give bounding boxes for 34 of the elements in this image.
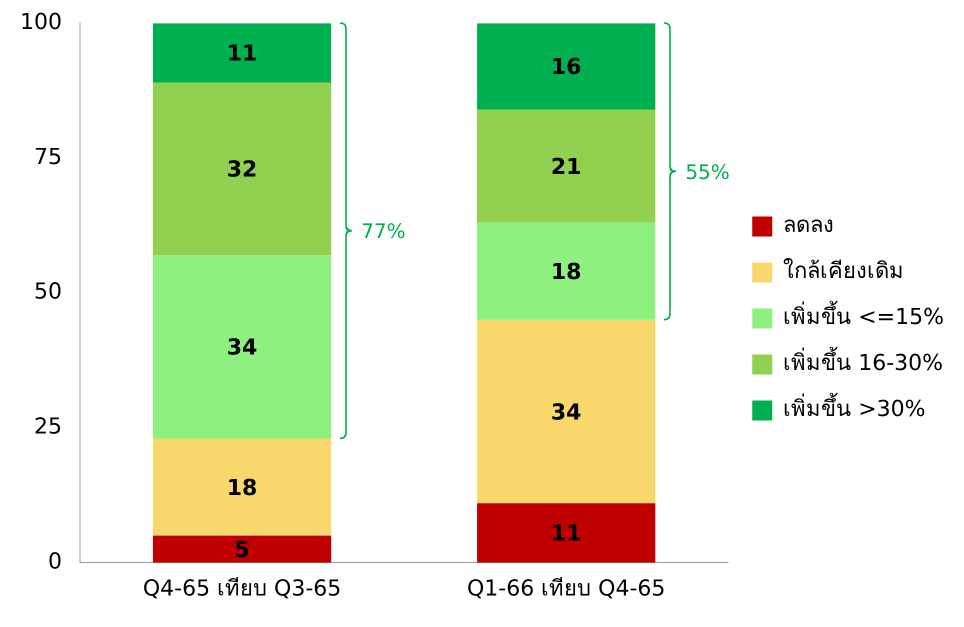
- data-label: 16: [550, 55, 582, 80]
- legend-label: ลดลง: [783, 213, 834, 238]
- legend-label: เพิ่มขึ้น <=15%: [783, 301, 944, 330]
- y-tick-label: 25: [34, 414, 62, 440]
- y-tick-label: 100: [20, 10, 62, 35]
- bar: [152, 255, 332, 439]
- x-tick-label: Q1-66 เทียบ Q4-65: [466, 576, 666, 602]
- legend-label: ใกล้เคียงเดิม: [783, 258, 904, 284]
- bar: [152, 23, 332, 83]
- data-label: 11: [550, 522, 582, 547]
- y-tick-label: 0: [48, 549, 62, 574]
- data-label: 18: [226, 476, 258, 501]
- data-label: 11: [226, 42, 258, 67]
- legend-label: เพิ่มขึ้น >30%: [783, 393, 926, 422]
- bar: [477, 503, 656, 563]
- data-label: 5: [234, 538, 250, 563]
- data-label: 18: [550, 260, 582, 286]
- data-label: 34: [550, 400, 582, 426]
- x-tick-label: Q4-65 เทียบ Q3-65: [142, 576, 342, 602]
- bar: [477, 23, 656, 110]
- y-tick-label: 50: [34, 280, 62, 305]
- data-label: 34: [226, 336, 258, 361]
- bar: [152, 536, 332, 563]
- bar: [477, 222, 656, 320]
- bar: [477, 110, 656, 223]
- annotation: 77%: [361, 218, 406, 243]
- data-label: 32: [226, 158, 258, 183]
- legend-label: เพิ่มขึ้น 16-30%: [783, 347, 944, 376]
- bar: [477, 320, 656, 504]
- bar: [152, 82, 332, 256]
- annotation: 55%: [685, 160, 730, 184]
- data-label: 21: [550, 154, 582, 180]
- bar: [152, 438, 332, 536]
- y-tick-label: 75: [34, 144, 62, 170]
